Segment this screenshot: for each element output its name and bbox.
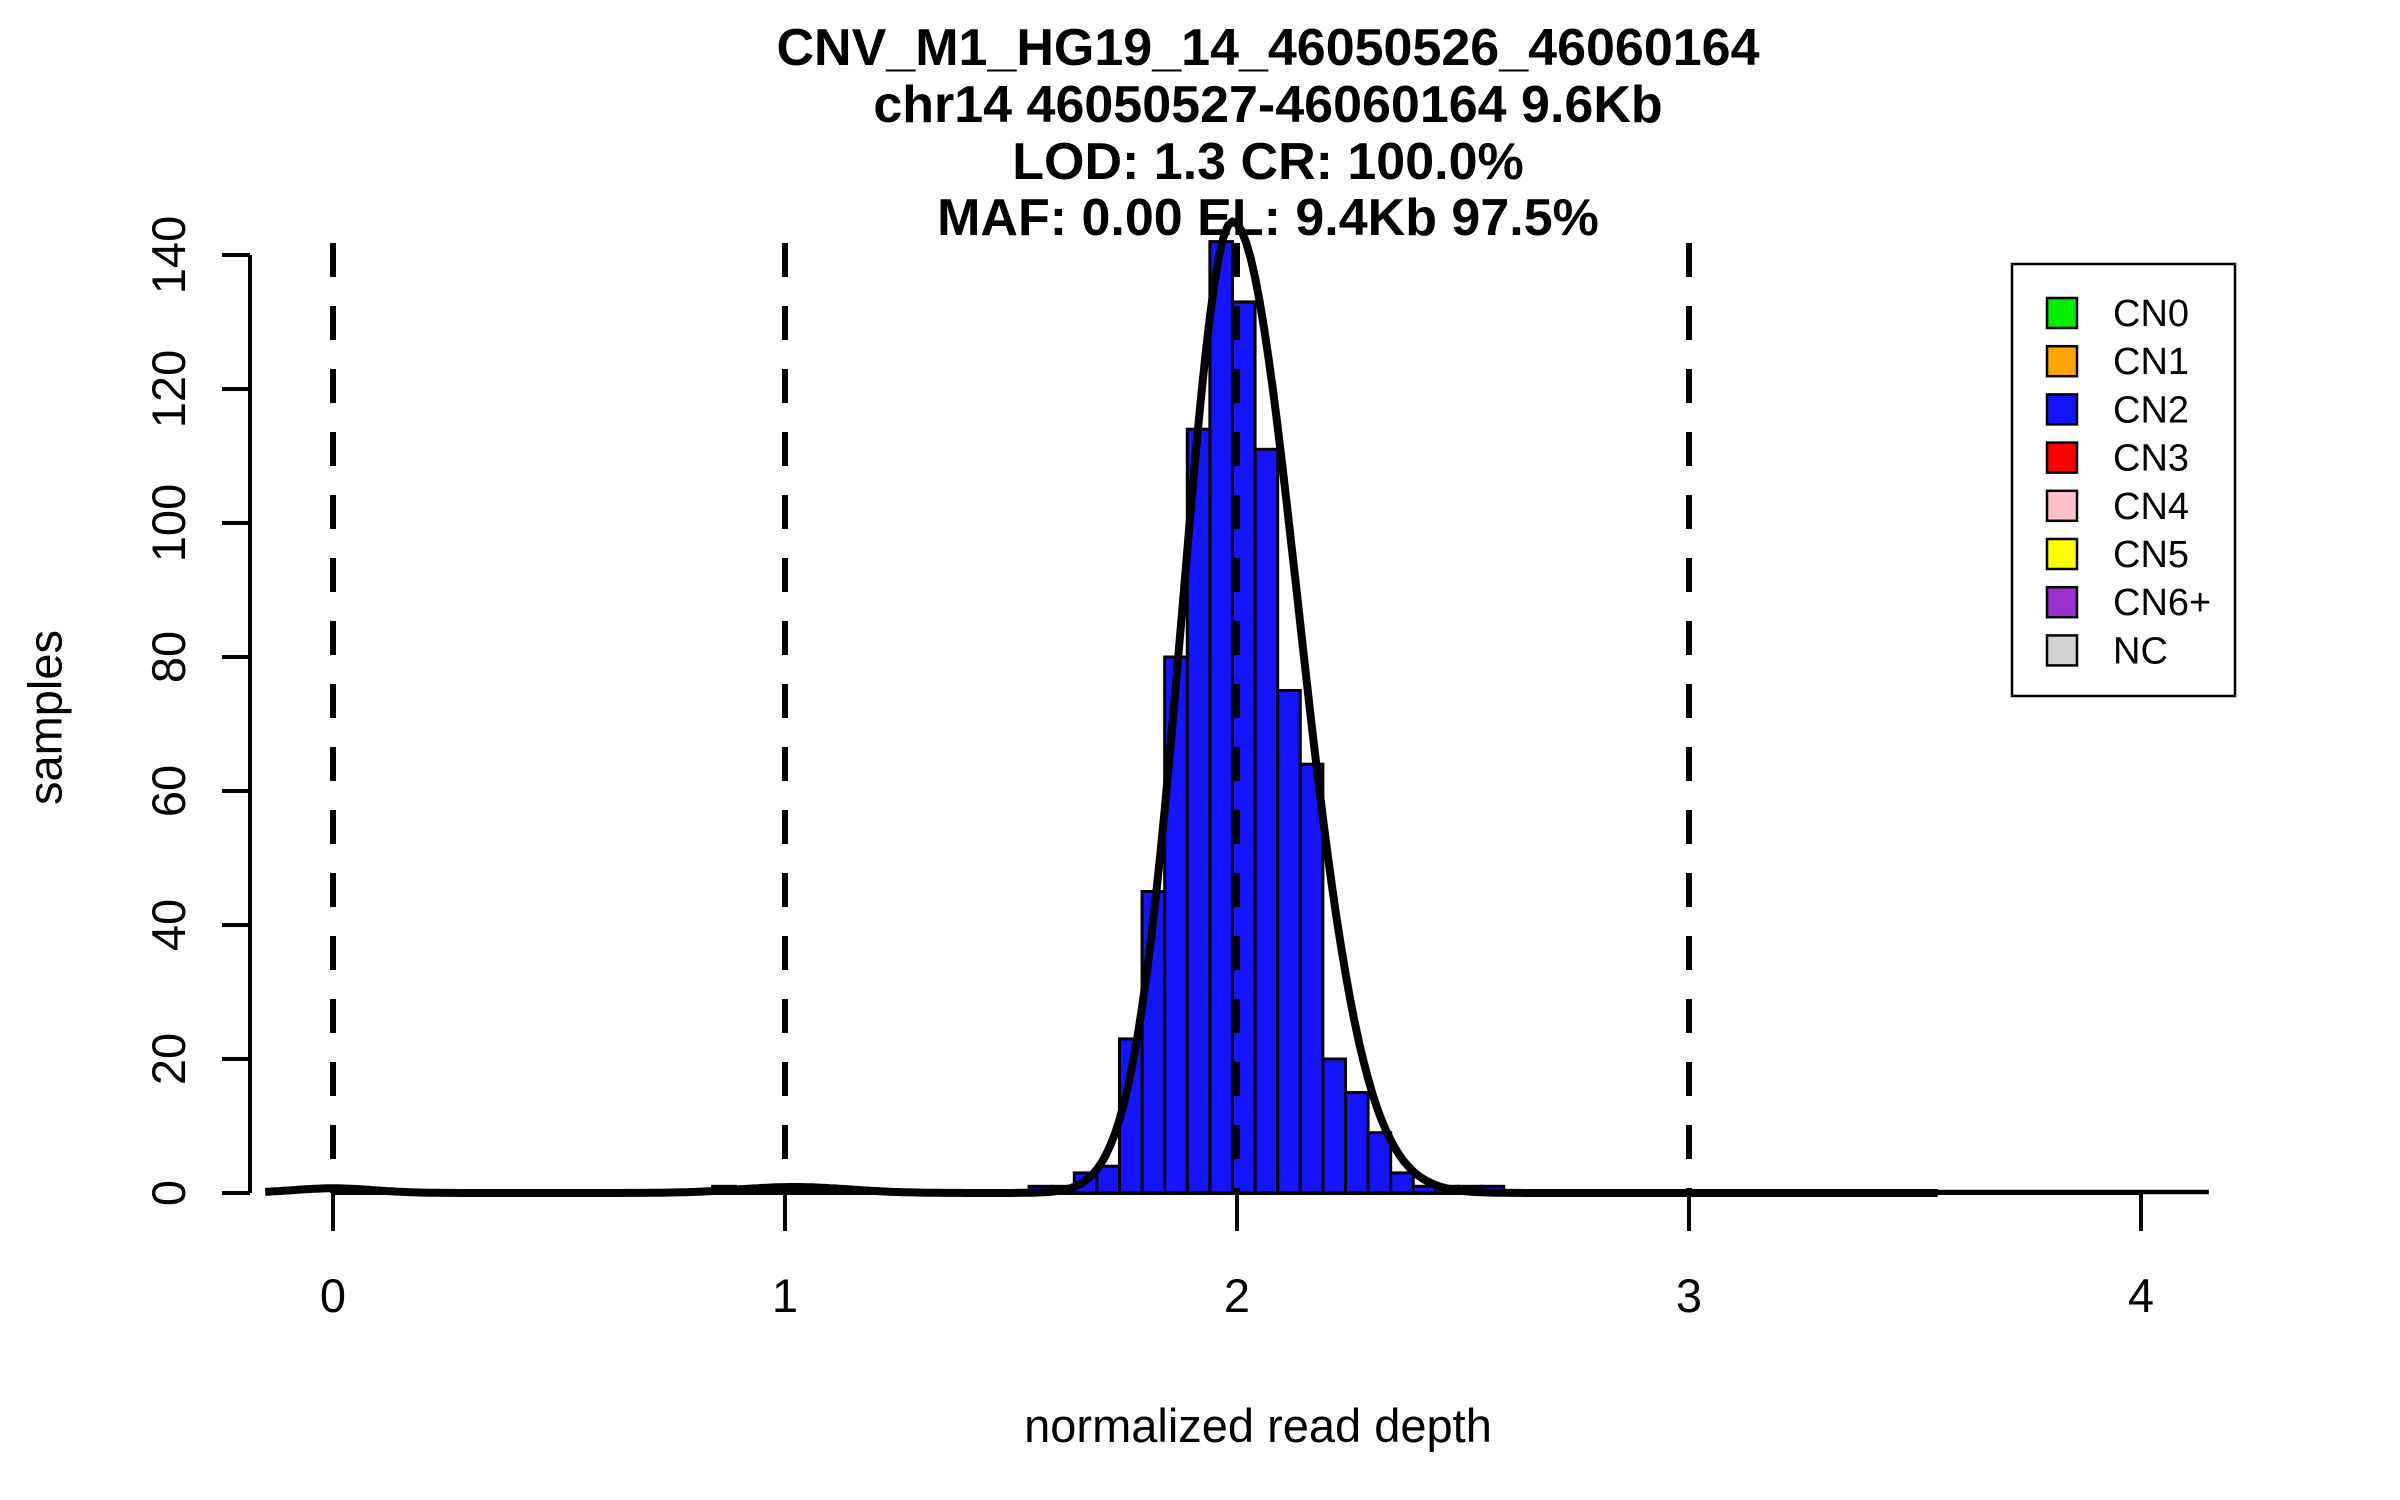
legend-label-cn2: CN2 xyxy=(2113,389,2189,431)
y-axis-tick-label: 80 xyxy=(142,631,195,683)
plot-title-line-2: chr14 46050527-46060164 9.6Kb xyxy=(873,76,1663,134)
x-axis-tick-label: 0 xyxy=(320,1269,346,1322)
y-axis-tick-label: 100 xyxy=(142,484,195,562)
y-axis-tick-label: 40 xyxy=(142,899,195,951)
density-fit-curve xyxy=(265,217,1938,1197)
legend-swatch-cn6plus xyxy=(2045,585,2079,619)
legend-label-cn3: CN3 xyxy=(2113,438,2189,480)
legend-label-cn4: CN4 xyxy=(2113,486,2189,528)
histogram-bar-cn2 xyxy=(1276,689,1302,1195)
histogram-bar-cn2 xyxy=(1366,1131,1393,1195)
legend-box xyxy=(2010,262,2237,698)
legend-swatch-cn2 xyxy=(2045,393,2079,426)
y-axis-tick-label: 140 xyxy=(142,216,195,294)
y-axis-tick-label: 60 xyxy=(142,765,195,817)
x-axis-tick-label: 3 xyxy=(1676,1269,1702,1322)
plot-title-line-3: LOD: 1.3 CR: 100.0% xyxy=(1012,133,1524,191)
y-axis-tick-label: 20 xyxy=(142,1033,195,1085)
legend-swatch-cn4 xyxy=(2045,489,2079,523)
x-axis-tick-label: 2 xyxy=(1224,1269,1250,1322)
legend-swatch-nc xyxy=(2045,634,2079,667)
legend-label-cn1: CN1 xyxy=(2113,341,2189,383)
x-axis-label: normalized read depth xyxy=(1024,1399,1492,1452)
x-axis-tick-label: 1 xyxy=(772,1269,798,1322)
histogram-bar-cn2 xyxy=(1343,1091,1370,1195)
legend-label-cn0: CN0 xyxy=(2113,293,2189,335)
histogram-bar-cn2 xyxy=(1253,447,1280,1195)
histogram-bar-cn2 xyxy=(1298,762,1325,1195)
legend-swatch-cn0 xyxy=(2045,296,2079,330)
histogram-bar-cn2 xyxy=(1208,240,1234,1195)
y-axis-label: samples xyxy=(18,630,72,806)
legend-label-nc: NC xyxy=(2113,630,2168,672)
plot-title-line-4: MAF: 0.00 EL: 9.4Kb 97.5% xyxy=(937,189,1599,247)
histogram-bar-cn2 xyxy=(1389,1171,1415,1195)
legend-swatch-cn3 xyxy=(2045,441,2079,474)
legend-swatch-cn1 xyxy=(2045,344,2079,378)
plot-title-line-1: CNV_M1_HG19_14_46050526_46060164 xyxy=(776,19,1760,77)
legend-swatch-cn5 xyxy=(2045,537,2079,571)
y-axis-tick-label: 0 xyxy=(142,1180,195,1206)
legend-label-cn6plus: CN6+ xyxy=(2113,582,2211,624)
histogram-bar-cn2 xyxy=(1321,1057,1347,1195)
y-axis-tick-label: 120 xyxy=(142,350,195,428)
x-axis-tick-label: 4 xyxy=(2128,1269,2154,1322)
legend-label-cn5: CN5 xyxy=(2113,534,2189,576)
